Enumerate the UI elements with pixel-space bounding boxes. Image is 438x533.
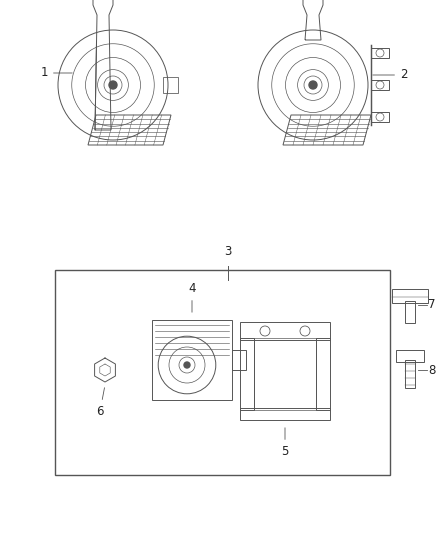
Text: 8: 8	[428, 364, 435, 376]
Bar	[240, 322, 330, 340]
Bar	[240, 338, 254, 410]
Text: 3: 3	[224, 245, 232, 258]
Bar	[240, 408, 330, 420]
Bar	[405, 301, 415, 323]
Bar	[371, 48, 389, 58]
Bar	[232, 350, 246, 370]
Bar	[316, 338, 330, 410]
Bar	[152, 320, 232, 400]
Text: 7: 7	[428, 298, 435, 311]
Text: 5: 5	[281, 428, 289, 458]
Text: 1: 1	[40, 67, 72, 79]
Text: 4: 4	[188, 282, 196, 312]
Text: 6: 6	[96, 387, 105, 418]
Bar	[392, 289, 428, 303]
Circle shape	[184, 362, 190, 368]
Bar	[396, 350, 424, 362]
Bar	[405, 360, 415, 388]
Bar	[55, 270, 390, 475]
Circle shape	[109, 81, 117, 89]
Bar	[254, 338, 316, 410]
Bar	[371, 80, 389, 90]
Circle shape	[309, 81, 317, 89]
Bar	[371, 112, 389, 122]
Text: 2: 2	[373, 69, 407, 82]
